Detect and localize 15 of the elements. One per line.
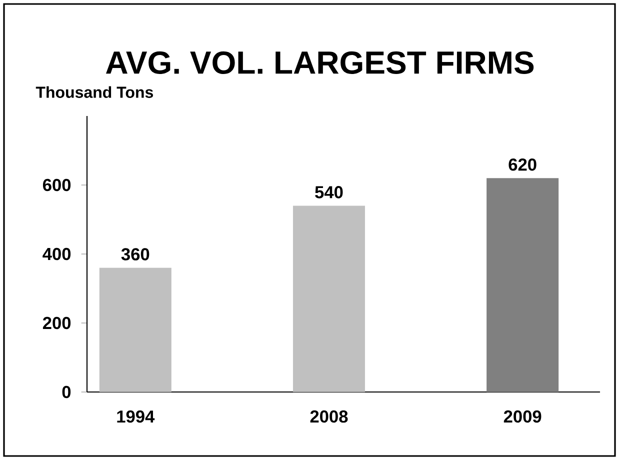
chart-title: AVG. VOL. LARGEST FIRMS [106, 51, 534, 74]
bar [99, 268, 172, 392]
y-axis-title: Thousand Tons [36, 86, 153, 98]
x-tick-label: 2009 [504, 410, 542, 423]
bar [486, 178, 559, 392]
data-label: 620 [508, 158, 536, 171]
y-tick-label: 200 [42, 316, 71, 330]
data-label: 360 [121, 248, 150, 260]
y-tick-label: 600 [42, 178, 71, 192]
bar [292, 206, 365, 392]
y-tick-label: 400 [42, 248, 71, 260]
x-tick-label: 1994 [117, 410, 155, 423]
data-label: 540 [315, 186, 343, 198]
x-tick-label: 2008 [310, 410, 348, 423]
y-tick-label: 0 [62, 386, 71, 398]
